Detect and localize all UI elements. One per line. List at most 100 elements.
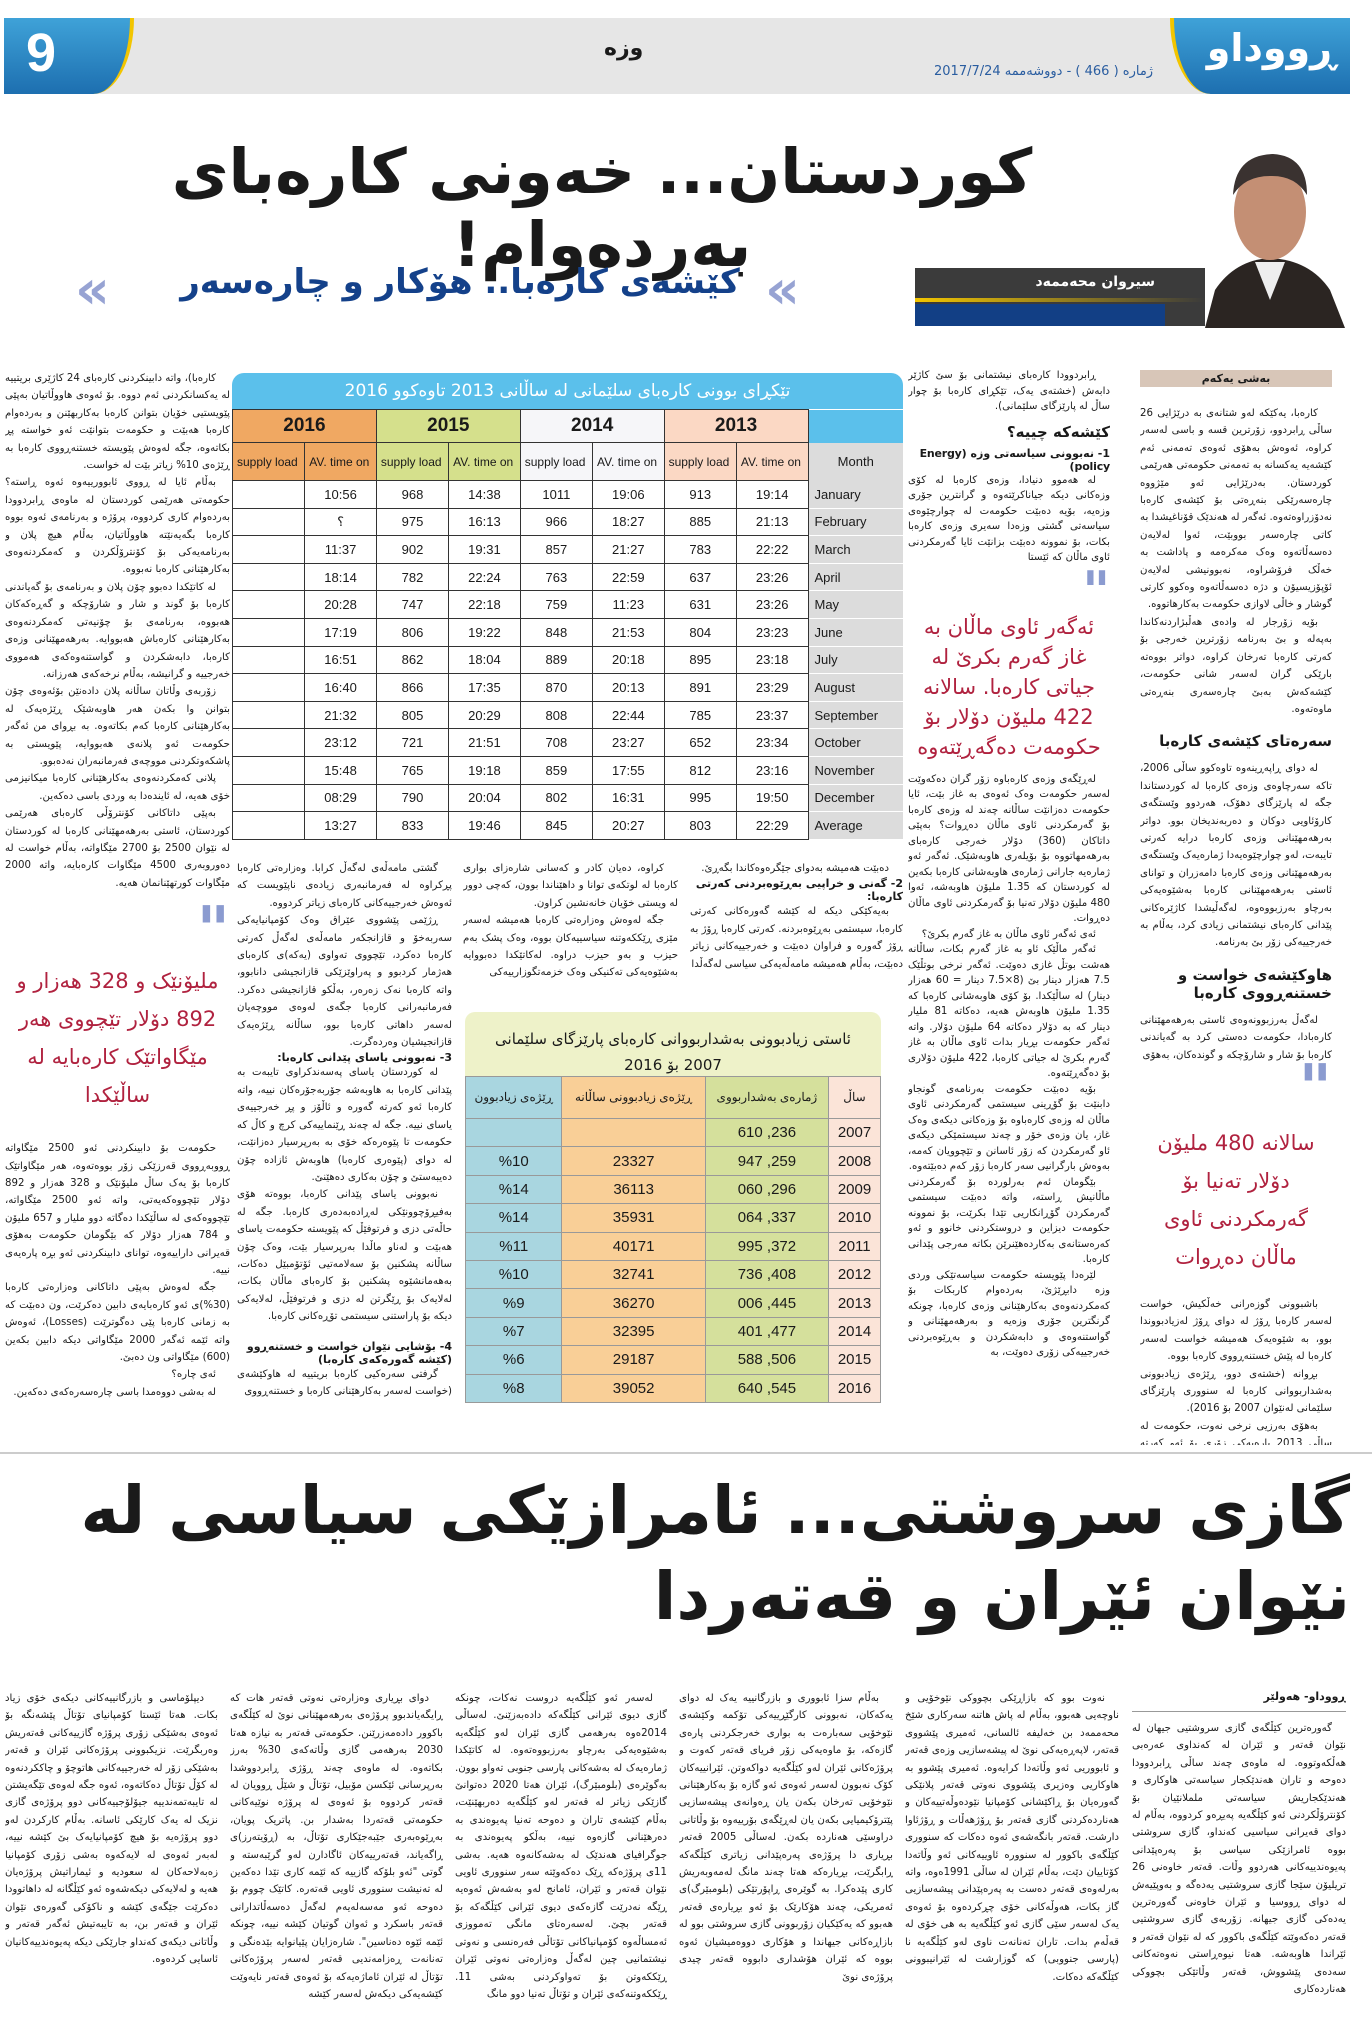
table-row: 16:40 866 17:35 870 20:13 891 23:29 August (231, 673, 903, 702)
month-cell: May (808, 590, 903, 619)
subheading: هاوکێشەی خواست و خستنەڕووی کارەبا (1177, 965, 1332, 1002)
article-headline: کوردستان... خەونی کارەبای بەردەوام! (171, 135, 1034, 281)
table-cell: 19:22 (448, 617, 521, 647)
table-cell: 14:38 (448, 480, 521, 509)
table-cell: 16:31 (592, 783, 665, 813)
column-header: ڕێژەی زیادبوونی ساڵانە (561, 1076, 706, 1119)
paragraph: ئەی ئەگەر ئاوی ماڵان بە غاز گەرم بکرێ؟ (921, 928, 1096, 940)
paragraph: لەسەر ئەو کێڵگەیە دروست نەکات، چونکە گاز… (455, 1693, 667, 2000)
table-cell (231, 728, 306, 757)
year-header: 2016 (232, 409, 377, 443)
paragraph: جگە لەوەش وەزارەتی کارەبا هەمیشە لەسەر م… (463, 915, 678, 979)
table-cell: 506, 588 (704, 1345, 830, 1375)
table-cell (561, 1117, 706, 1148)
month-cell: September (808, 701, 903, 730)
table-cell: 708 (519, 728, 594, 757)
table-cell: 39052 (561, 1373, 706, 1403)
table-cell: 20:28 (304, 590, 377, 619)
table-title: ئاستی زیادبوونی بەشداربووانی کارەبای پار… (465, 1012, 881, 1076)
paragraph: نەوت بوو کە بازاڕێکی بچووکی نێوخۆیی و نا… (905, 1693, 1119, 1983)
table-cell: 802 (519, 783, 594, 813)
article-headline: گازی سروشتی... ئامرازێکی سیاسی لە نێوان … (80, 1472, 1350, 1635)
column-header: ڕێژەی زیادبوون (464, 1076, 563, 1119)
author-name: سیروان محەممەد (1035, 274, 1156, 290)
table-cell: 1011 (519, 480, 594, 509)
paragraph: بۆیە زۆرجار لە وادەی هەڵبژاردنەکاندا بەپ… (1140, 616, 1332, 715)
table-cell: 21:27 (592, 535, 665, 564)
article-column: ڕابردوودا کارەبای نیشتمانی بۆ سێ کاژێر د… (908, 368, 1110, 1450)
table-row: 2010 337, 064 35931 %14 (464, 1203, 881, 1233)
table-cell: 23:27 (592, 728, 665, 757)
table-cell: 23:26 (735, 562, 809, 592)
table-cell: 19:50 (735, 783, 809, 813)
table-cell: %10 (464, 1259, 563, 1290)
table-cell: 968 (375, 480, 450, 509)
column-subheader: supply load (375, 442, 450, 481)
table-cell (231, 645, 306, 675)
table-row: ؟ 975 16:13 966 18:27 885 21:13 February (231, 507, 903, 537)
paragraph: بەپێی داتاکانی کۆنترۆڵی کارەبای هەرێمی ک… (5, 808, 230, 889)
table-cell: 23:16 (735, 755, 809, 785)
table-cell: %10 (464, 1146, 563, 1176)
table-cell: 477, 401 (704, 1316, 830, 1347)
month-header-spacer (808, 409, 903, 443)
page-number: 9 (4, 18, 134, 94)
table-cell: 17:19 (304, 617, 377, 647)
section-divider (0, 1452, 1372, 1454)
table-cell: 20:27 (592, 811, 665, 840)
table-cell: 408, 736 (704, 1259, 830, 1290)
table-cell: 637 (663, 562, 737, 592)
table-cell: 790 (375, 783, 450, 813)
table-cell: 889 (519, 645, 594, 675)
article-column: دیپلۆماسی و بازرگانییەکانی دیکەی خۆی زیا… (5, 1690, 218, 2034)
table-cell: 36113 (561, 1174, 706, 1205)
column-subheader: AV. time on (735, 442, 809, 481)
table-cell: 11:37 (304, 535, 377, 564)
table-cell: 22:59 (592, 562, 665, 592)
month-cell: December (808, 784, 903, 813)
table-cell: 895 (663, 645, 737, 675)
table-cell (231, 535, 306, 564)
month-cell: August (808, 673, 903, 702)
table-cell: 372, 995 (704, 1231, 830, 1261)
table-cell: 23:34 (735, 728, 809, 757)
table-cell: 236, 610 (704, 1117, 830, 1148)
paragraph: ئەی چارە؟ (171, 1369, 216, 1381)
table-row: 23:12 721 21:51 708 23:27 652 23:34 October (231, 728, 903, 757)
table-cell: 885 (663, 507, 737, 537)
column-subheader: supply load (231, 442, 306, 481)
chevron-icon: « (75, 258, 110, 321)
table-cell: %14 (464, 1174, 563, 1205)
article-column: بەشی یەکەم کارەبا، یەکێکە لەو شتانەی بە … (1140, 370, 1332, 1445)
table-row: 2013 445, 006 36270 %9 (464, 1288, 881, 1318)
table-cell: 2007 (828, 1117, 881, 1148)
table-cell (231, 783, 306, 813)
paragraph: دیپلۆماسی و بازرگانییەکانی دیکەی خۆی زیا… (5, 1693, 218, 1966)
paragraph: ئەگەر ماڵێک ئاو بە غاز گەرم بکات، ساڵانە… (908, 944, 1110, 1079)
paragraph: گەورەترین کێڵگەی گازی سروشتیی جیهان لە ن… (1132, 1723, 1346, 1996)
column-header: ساڵ (828, 1076, 881, 1119)
table-cell: 747 (375, 590, 450, 619)
table-cell: 2010 (828, 1203, 881, 1233)
table-cell (231, 590, 306, 619)
table-cell (464, 1117, 563, 1148)
table-cell: 20:29 (448, 700, 521, 730)
table-row: 21:32 805 20:29 808 22:44 785 23:37 September (231, 700, 903, 730)
table-cell: %11 (464, 1231, 563, 1261)
table-cell: 808 (519, 700, 594, 730)
table-row: 2009 296, 060 36113 %14 (464, 1174, 881, 1205)
table-cell: 20:13 (592, 673, 665, 702)
year-header: 2014 (519, 409, 665, 443)
table-cell: 833 (375, 811, 450, 840)
month-cell: January (808, 480, 903, 509)
paragraph: لە دوای ڕاپەڕینەوە تاوەکوو ساڵی 2006، تا… (1140, 763, 1332, 949)
table-cell: 783 (663, 535, 737, 564)
month-cell: October (808, 728, 903, 757)
table-cell: %8 (464, 1373, 563, 1403)
part-label: بەشی یەکەم (1140, 370, 1332, 387)
paragraph: لەڕێگەی وزەی کارەباوە زۆر گران دەکەوێت ل… (908, 773, 1110, 925)
author-photo (1185, 140, 1350, 328)
table-cell: 21:51 (448, 728, 521, 757)
table-cell: 296, 060 (704, 1174, 830, 1205)
table-cell: 20:18 (592, 645, 665, 675)
